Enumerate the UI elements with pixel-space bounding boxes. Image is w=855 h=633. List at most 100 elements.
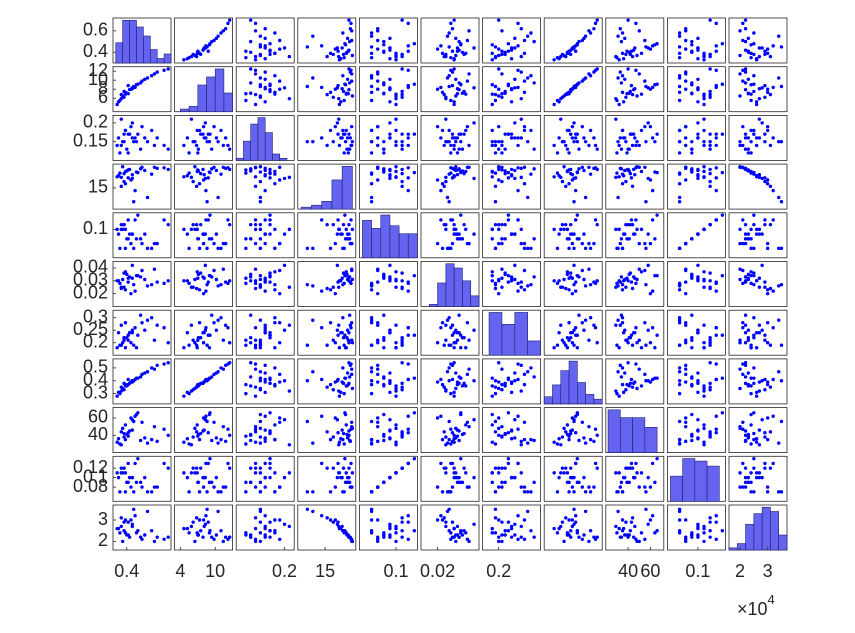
point [119,443,123,447]
point [214,136,219,140]
point [400,139,404,144]
point [382,531,386,535]
y-tick-label: 0.6 [83,20,108,40]
point [258,343,263,347]
point [623,277,627,282]
point [287,323,292,327]
point [189,443,194,447]
point [400,279,404,283]
point [206,49,210,53]
point [263,241,267,246]
histogram-bar [560,370,570,405]
point [522,485,527,489]
point [702,54,706,59]
point [134,237,139,241]
point [464,346,468,350]
point [195,227,199,232]
point [757,471,762,475]
point [708,139,712,144]
point [382,336,386,340]
point [708,167,712,172]
point [347,341,351,345]
point [677,370,682,374]
point [696,100,700,104]
point [440,321,445,325]
point [273,288,277,292]
point [752,490,756,494]
point [639,92,644,96]
point [119,385,123,389]
point [513,533,517,537]
point [394,384,398,388]
point [490,270,494,274]
point [620,282,625,287]
point [493,516,498,520]
point [587,72,591,76]
point [319,136,324,140]
point [249,39,253,44]
point [119,222,123,227]
point [166,466,170,470]
point [577,313,581,317]
point [325,430,329,434]
point [328,128,333,133]
point [587,29,591,33]
point [341,89,346,94]
point [746,92,751,96]
point [559,96,563,101]
point [593,218,598,222]
point [746,151,751,155]
point [639,531,644,535]
point [138,375,143,379]
point [253,175,258,179]
point [639,51,644,56]
point [253,526,258,531]
point [749,83,753,87]
point [228,466,232,470]
point [208,213,212,217]
point [567,338,571,342]
point [493,84,498,89]
point [335,263,340,268]
point [212,485,216,489]
point [278,416,282,420]
point [258,222,263,227]
point [516,218,520,222]
point [447,84,451,89]
point [493,286,498,291]
point [626,147,630,151]
point [519,70,523,74]
point [273,181,277,186]
panel [112,66,172,113]
panel [667,163,726,210]
point [394,440,398,444]
point [336,461,340,466]
point [194,54,199,59]
point [617,346,621,350]
point [278,268,282,273]
point [116,437,121,441]
point [509,380,514,384]
point [593,281,598,286]
point [714,136,718,140]
point [201,416,206,420]
point [268,213,272,217]
point [509,475,514,480]
point [263,475,267,480]
point [447,45,451,49]
point [519,439,523,444]
point [595,279,599,283]
point [779,343,784,347]
point [197,490,202,494]
point [500,95,504,100]
point [449,166,453,170]
point [388,132,392,136]
point [205,419,209,424]
point [559,443,563,447]
point [493,45,498,49]
point [513,263,517,268]
panel [728,17,788,64]
point [258,341,263,345]
point [526,34,530,38]
point [637,367,641,371]
